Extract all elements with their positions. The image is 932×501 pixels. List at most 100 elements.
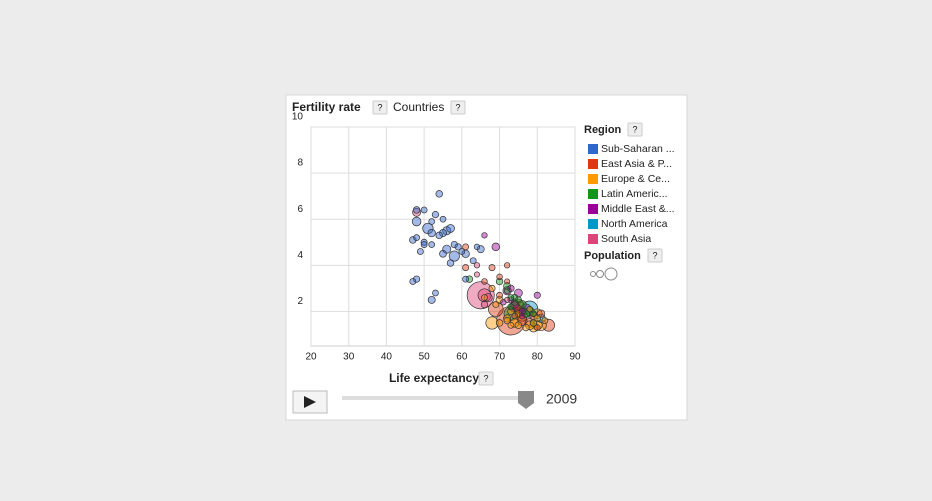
y-tick-label: 8 <box>297 158 303 169</box>
bubble <box>530 310 537 318</box>
help-button[interactable]: ? <box>372 100 388 115</box>
legend-title: Region <box>584 124 622 136</box>
bubble <box>450 240 458 249</box>
legend-label: East Asia & P... <box>601 158 672 170</box>
bubble <box>432 289 439 297</box>
bubble <box>428 218 435 225</box>
legend-entry[interactable]: North America <box>588 218 668 230</box>
legend-label: Latin Americ... <box>601 188 668 200</box>
bubble <box>416 248 424 255</box>
legend-label: North America <box>601 218 668 230</box>
bubble <box>466 281 495 310</box>
bubble <box>511 294 519 302</box>
bubble <box>428 241 435 248</box>
chart-title: Fertility rate <box>292 100 361 114</box>
legend-entry[interactable]: Latin Americ... <box>588 188 668 200</box>
bubble <box>435 231 443 240</box>
bubble <box>533 314 541 323</box>
legend-swatch <box>588 144 598 154</box>
x-tick-label: 70 <box>494 352 506 363</box>
bubble <box>526 305 533 313</box>
time-slider[interactable] <box>342 391 534 409</box>
legend-swatch <box>588 174 598 184</box>
bubble <box>514 321 523 329</box>
bubble <box>518 307 526 315</box>
bubble <box>483 293 493 303</box>
entity-label[interactable]: Countries <box>393 100 444 114</box>
bubble <box>413 275 421 283</box>
help-text: ? <box>652 250 657 260</box>
bubble <box>480 300 489 309</box>
bubble <box>514 296 522 304</box>
bubble <box>496 273 503 281</box>
help-button[interactable]: ? <box>478 371 494 386</box>
legend-entry[interactable]: Europe & Ce... <box>588 173 670 185</box>
help-text: ? <box>455 102 460 112</box>
bubble <box>525 320 535 330</box>
y-tick-label: 6 <box>297 204 303 215</box>
bubble <box>491 242 501 252</box>
size-legend-title: Population <box>584 250 641 262</box>
bubble <box>507 303 515 311</box>
bubble <box>529 319 538 327</box>
y-tick-label: 2 <box>297 296 303 307</box>
x-tick-label: 60 <box>456 352 468 363</box>
bubble <box>503 282 511 290</box>
bubble <box>507 321 515 329</box>
bubble <box>462 243 470 251</box>
bubble <box>439 249 447 258</box>
bubble <box>446 224 455 233</box>
bubble <box>503 262 511 269</box>
bubble <box>504 296 511 303</box>
bubble <box>481 278 488 285</box>
bubble <box>504 278 511 285</box>
legend-swatch <box>588 204 598 214</box>
bubble <box>541 317 549 325</box>
legend-entry[interactable]: South Asia <box>588 233 651 245</box>
help-button[interactable]: ? <box>627 122 643 137</box>
help-button[interactable]: ? <box>647 248 663 263</box>
bubble <box>469 257 477 265</box>
x-tick-label: 30 <box>343 352 355 363</box>
help-text: ? <box>632 124 637 134</box>
legend-label: Europe & Ce... <box>601 173 670 185</box>
bubble <box>411 216 422 227</box>
play-button[interactable] <box>292 390 328 414</box>
bubble <box>409 278 417 285</box>
legend-label: South Asia <box>601 233 651 245</box>
bubble <box>533 291 541 299</box>
bubble <box>481 294 488 301</box>
x-tick-label: 80 <box>532 352 544 363</box>
bubble <box>439 229 447 237</box>
bubble <box>518 312 526 320</box>
help-text: ? <box>483 373 488 383</box>
bubble <box>533 324 541 331</box>
bubble <box>481 232 488 239</box>
year-label: 2009 <box>546 391 577 407</box>
bubble <box>431 211 440 219</box>
bubble <box>503 287 511 294</box>
bubble <box>435 190 443 198</box>
legend-entry[interactable]: East Asia & P... <box>588 158 672 170</box>
legend-entry[interactable]: Sub-Saharan ... <box>588 143 675 155</box>
legend-label: Sub-Saharan ... <box>601 143 675 155</box>
help-button[interactable]: ? <box>450 100 466 115</box>
bubble <box>412 207 422 217</box>
bubble <box>462 275 470 283</box>
legend-swatch <box>588 189 598 199</box>
bubble <box>496 291 503 299</box>
bubble <box>503 317 511 325</box>
bubble <box>473 243 481 250</box>
bubble <box>521 309 530 318</box>
bubble <box>473 271 480 278</box>
legend-entry[interactable]: Middle East &... <box>588 203 675 215</box>
legend-swatch <box>588 234 598 244</box>
bubble <box>439 215 447 223</box>
bubble <box>511 312 518 320</box>
bubble <box>507 284 515 293</box>
bubble <box>412 206 421 214</box>
bubble <box>514 310 522 318</box>
bubble <box>462 264 470 272</box>
bubble <box>488 264 496 272</box>
